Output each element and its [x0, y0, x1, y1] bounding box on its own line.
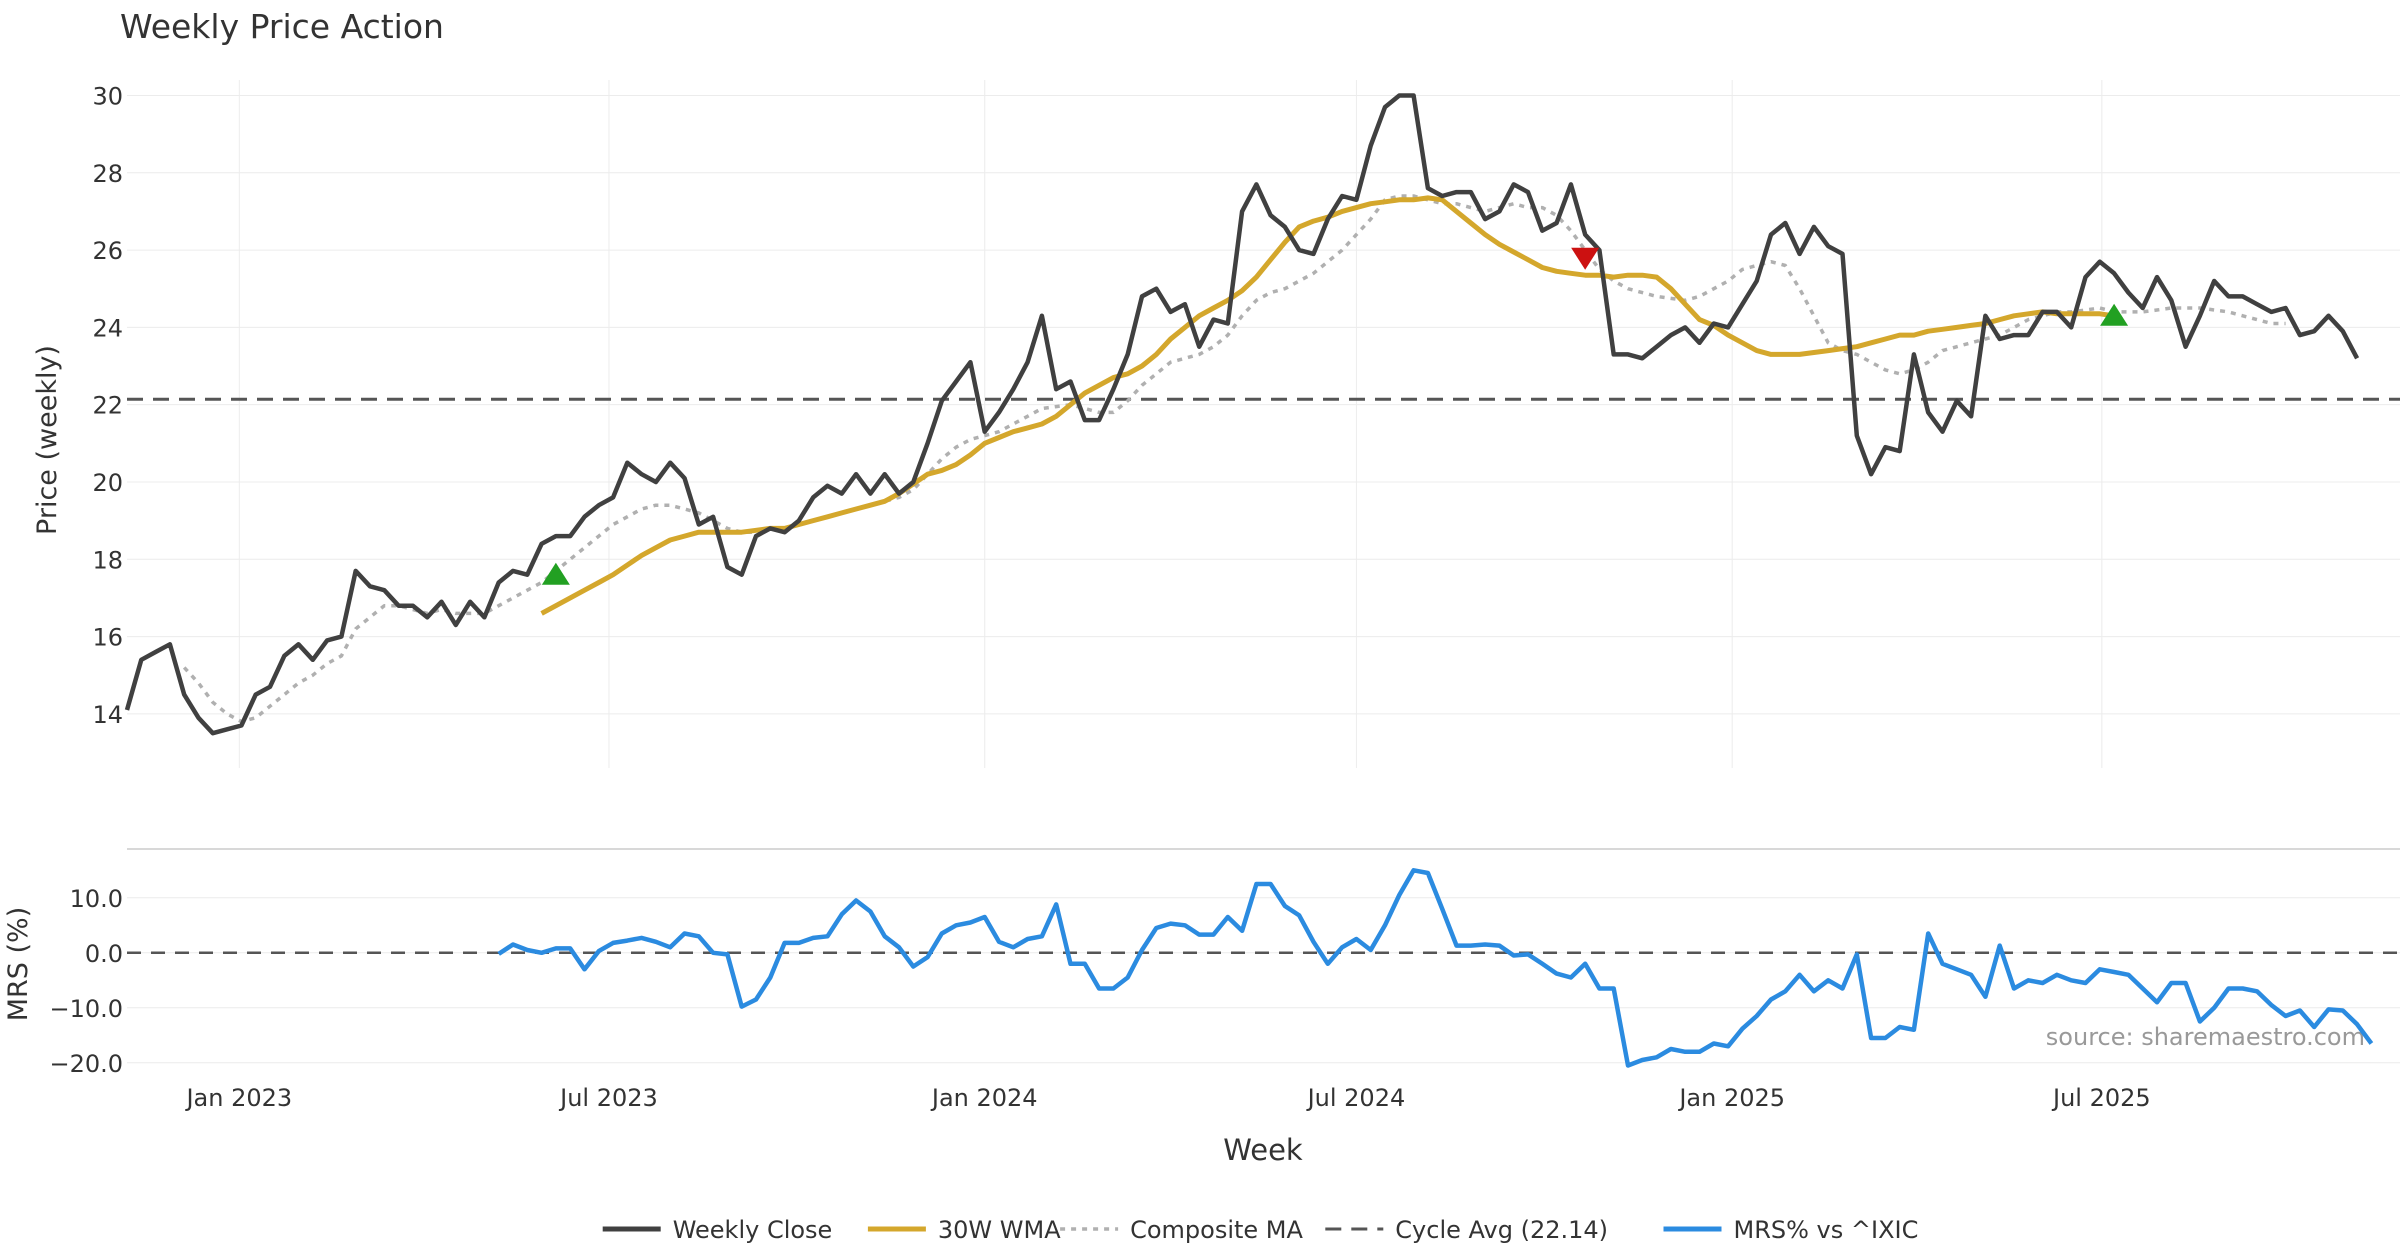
price-grid: [127, 80, 2400, 768]
legend-item: Cycle Avg (22.14): [1325, 1216, 1608, 1244]
price-tick-label: 14: [92, 701, 123, 729]
legend-item: MRS% vs ^IXIC: [1663, 1216, 1919, 1244]
composite-ma-line: [182, 194, 2286, 724]
mrs-tick-label: −20.0: [49, 1050, 123, 1078]
price-tick-label: 26: [92, 237, 123, 265]
price-tick-label: 16: [92, 624, 123, 652]
legend-label: MRS% vs ^IXIC: [1734, 1216, 1919, 1244]
buy-signal-marker: [2100, 303, 2129, 326]
source-annotation: source: sharemaestro.com: [2046, 1023, 2365, 1051]
weekly-close-line: [124, 93, 2360, 736]
price-tick-label: 30: [92, 82, 123, 110]
x-axis-label: Week: [1223, 1133, 1303, 1167]
mrs-line: [497, 868, 2374, 1068]
sell-signal-marker: [1571, 247, 1600, 270]
x-axis: Jan 2023 Jul 2023 Jan 2024 Jul 2024 Jan 2025…: [184, 1084, 2150, 1112]
price-series: [124, 93, 2400, 736]
mrs-series: [127, 868, 2400, 1068]
x-tick-label: Jan 2023: [184, 1084, 292, 1112]
legend-label: Composite MA: [1130, 1216, 1303, 1244]
legend-label: Weekly Close: [673, 1216, 833, 1244]
mrs-tick-label: 0.0: [85, 940, 123, 968]
price-tick-label: 24: [92, 314, 123, 342]
chart-title: Weekly Price Action: [120, 7, 444, 46]
mrs-tick-label: −10.0: [49, 995, 123, 1023]
price-y-axis: 14 16 18 20 22 24 26 28 30: [92, 82, 123, 728]
buy-signal-marker: [541, 562, 570, 585]
price-tick-label: 20: [92, 469, 123, 497]
price-tick-label: 28: [92, 160, 123, 188]
price-tick-label: 22: [92, 392, 123, 420]
mrs-tick-label: 10.0: [70, 885, 123, 913]
x-tick-label: Jul 2023: [558, 1084, 658, 1112]
price-tick-label: 18: [92, 546, 123, 574]
price-y-axis-label: Price (weekly): [32, 345, 63, 535]
x-tick-label: Jul 2025: [2051, 1084, 2151, 1112]
mrs-y-axis: 10.0 0.0 −10.0 −20.0: [49, 885, 123, 1078]
x-tick-label: Jan 2025: [1677, 1084, 1785, 1112]
legend: Weekly Close 30W WMA Composite MA Cycle Avg…: [602, 1216, 1919, 1244]
x-tick-label: Jan 2024: [930, 1084, 1038, 1112]
legend-item: Composite MA: [1060, 1216, 1304, 1244]
legend-label: 30W WMA: [938, 1216, 1061, 1244]
legend-label: Cycle Avg (22.14): [1395, 1216, 1608, 1244]
legend-item: Weekly Close: [602, 1216, 833, 1244]
wma-30w-line: [540, 195, 2115, 616]
x-tick-label: Jul 2024: [1306, 1084, 1406, 1112]
legend-item: 30W WMA: [867, 1216, 1061, 1244]
mrs-y-axis-label: MRS (%): [3, 907, 34, 1022]
